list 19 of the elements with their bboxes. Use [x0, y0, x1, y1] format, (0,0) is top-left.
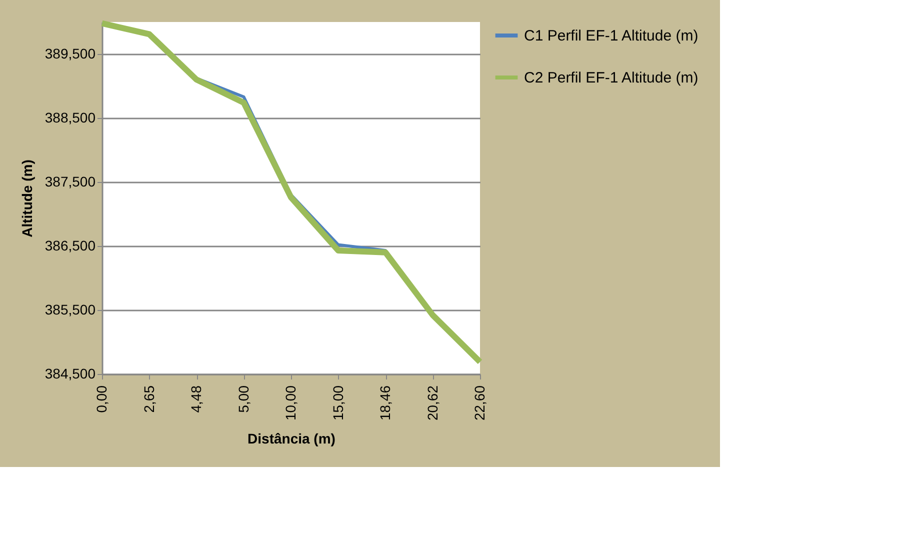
y-tick-label: 385,500 [44, 302, 96, 318]
y-tick-label: 389,500 [44, 46, 96, 62]
y-tick-label: 386,500 [44, 238, 96, 254]
x-tick-label: 22,60 [472, 385, 488, 421]
x-tick-label: 2,65 [140, 385, 157, 413]
y-tick-label: 388,500 [44, 110, 96, 126]
x-tick-label: 10,00 [282, 385, 298, 421]
x-tick-label: 4,48 [188, 385, 204, 413]
x-tick-label: 20,62 [424, 385, 440, 421]
x-tick-label: 18,46 [377, 385, 393, 421]
x-tick-label: 5,00 [235, 385, 252, 413]
x-tick-label: 15,00 [330, 385, 346, 421]
x-tick-label: 0,00 [94, 385, 110, 413]
x-axis-title: Distância (m) [248, 430, 336, 447]
y-tick-label: 387,500 [44, 174, 96, 190]
y-tick-label: 384,500 [44, 366, 96, 382]
legend-label: C2 Perfil EF-1 Altitude (m) [524, 70, 698, 86]
y-axis-title: Altitude (m) [18, 160, 35, 238]
legend-label: C1 Perfil EF-1 Altitude (m) [524, 28, 698, 44]
